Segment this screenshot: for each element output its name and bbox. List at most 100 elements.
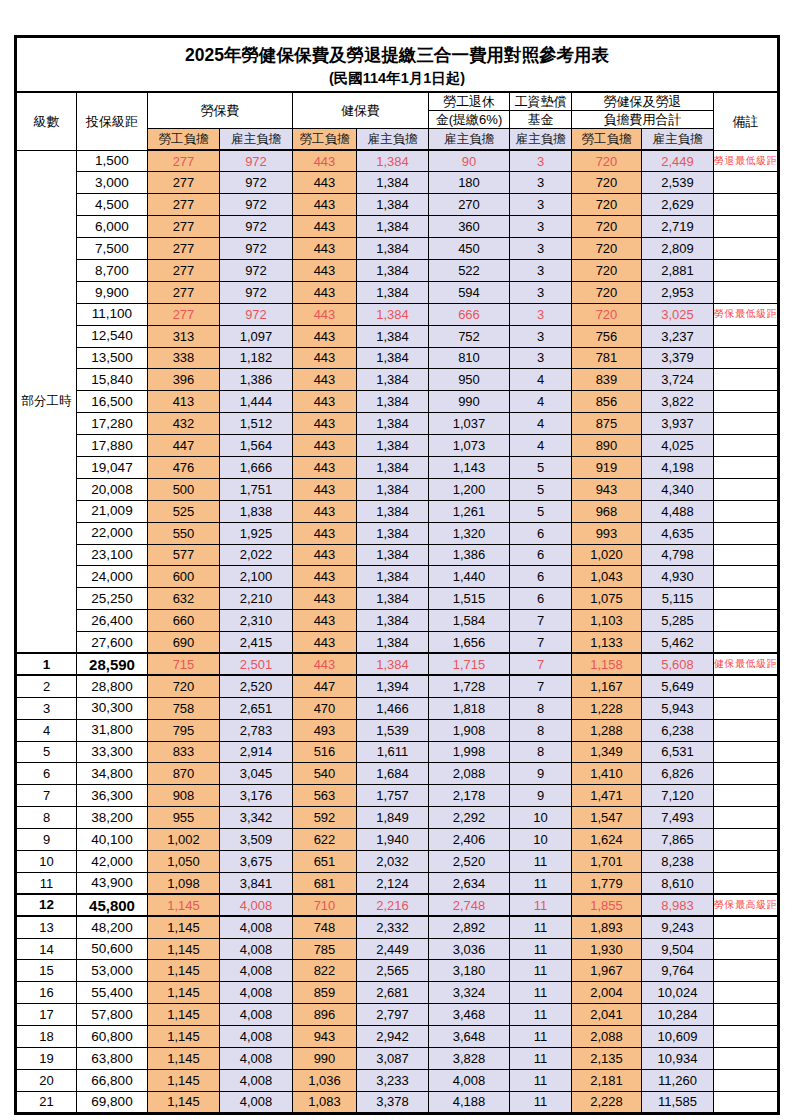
cell-bracket: 24,000 <box>77 566 148 588</box>
cell-remark <box>714 675 779 697</box>
cell-total-employer: 4,798 <box>642 544 714 566</box>
subheader-total-employer: 雇主負擔 <box>642 129 714 151</box>
cell-health-employer: 2,449 <box>357 938 429 960</box>
cell-health-employer: 1,611 <box>357 741 429 763</box>
cell-labor-employee: 1,002 <box>148 829 220 851</box>
cell-bracket: 28,800 <box>77 675 148 697</box>
cell-labor-employer: 2,520 <box>220 675 293 697</box>
cell-bracket: 21,009 <box>77 500 148 522</box>
cell-health-employee: 443 <box>293 194 357 216</box>
cell-remark <box>714 522 779 544</box>
cell-health-employer: 3,378 <box>357 1091 429 1113</box>
cell-health-employee: 443 <box>293 500 357 522</box>
cell-labor-employee: 277 <box>148 281 220 303</box>
cell-total-employer: 2,719 <box>642 216 714 238</box>
cell-labor-employee: 1,098 <box>148 872 220 894</box>
cell-wage-fund-employer: 3 <box>510 194 572 216</box>
cell-total-employee: 2,135 <box>572 1048 642 1070</box>
cell-wage-fund-employer: 7 <box>510 675 572 697</box>
cell-wage-fund-employer: 5 <box>510 500 572 522</box>
cell-labor-employee: 1,145 <box>148 938 220 960</box>
document-sheet: 2025年勞健保保費及勞退提繳三合一費用對照參考用表 (民國114年1月1日起)… <box>0 0 791 1120</box>
cell-health-employer: 2,942 <box>357 1026 429 1048</box>
cell-health-employer: 1,384 <box>357 544 429 566</box>
cell-wage-fund-employer: 7 <box>510 632 572 654</box>
cell-pension-employer: 1,200 <box>429 478 510 500</box>
table-row: 22,0005501,9254431,3841,32069934,635 <box>16 522 779 544</box>
cell-bracket: 42,000 <box>77 851 148 873</box>
cell-pension-employer: 1,386 <box>429 544 510 566</box>
cell-total-employer: 8,238 <box>642 851 714 873</box>
cell-total-employer: 7,493 <box>642 807 714 829</box>
cell-health-employee: 943 <box>293 1026 357 1048</box>
cell-labor-employee: 758 <box>148 697 220 719</box>
cell-total-employee: 968 <box>572 500 642 522</box>
table-row: 940,1001,0023,5096221,9402,406101,6247,8… <box>16 829 779 851</box>
cell-remark <box>714 566 779 588</box>
cell-labor-employer: 4,008 <box>220 916 293 938</box>
cell-pension-employer: 2,178 <box>429 785 510 807</box>
cell-bracket: 26,400 <box>77 610 148 632</box>
cell-labor-employee: 277 <box>148 303 220 325</box>
cell-pension-employer: 1,818 <box>429 697 510 719</box>
cell-labor-employer: 2,415 <box>220 632 293 654</box>
cell-level: 5 <box>16 741 77 763</box>
cell-pension-employer: 2,748 <box>429 894 510 916</box>
cell-bracket: 19,047 <box>77 456 148 478</box>
table-row: 25,2506322,2104431,3841,51561,0755,115 <box>16 588 779 610</box>
cell-total-employee: 1,471 <box>572 785 642 807</box>
cell-total-employee: 943 <box>572 478 642 500</box>
table-row: 128,5907152,5014431,3841,71571,1585,608健… <box>16 653 779 675</box>
cell-labor-employee: 1,145 <box>148 982 220 1004</box>
cell-pension-employer: 1,440 <box>429 566 510 588</box>
cell-labor-employer: 4,008 <box>220 1069 293 1091</box>
table-row: 13,5003381,1824431,38481037813,379 <box>16 347 779 369</box>
cell-labor-employee: 277 <box>148 259 220 281</box>
cell-total-employee: 756 <box>572 325 642 347</box>
premium-reference-table: 2025年勞健保保費及勞退提繳三合一費用對照參考用表 (民國114年1月1日起)… <box>14 35 780 1115</box>
cell-health-employer: 1,466 <box>357 697 429 719</box>
cell-health-employee: 443 <box>293 238 357 260</box>
cell-health-employee: 443 <box>293 303 357 325</box>
cell-remark <box>714 807 779 829</box>
col-header-pension-line2: 金(提繳6%) <box>429 111 510 129</box>
cell-health-employee: 443 <box>293 391 357 413</box>
cell-total-employer: 10,024 <box>642 982 714 1004</box>
cell-health-employer: 2,032 <box>357 851 429 873</box>
cell-bracket: 8,700 <box>77 259 148 281</box>
cell-remark: 勞保最高級距 <box>714 894 779 916</box>
table-row: 11,1002779724431,38466637203,025勞保最低級距 <box>16 303 779 325</box>
cell-labor-employer: 4,008 <box>220 1048 293 1070</box>
cell-total-employer: 6,531 <box>642 741 714 763</box>
col-header-remark: 備註 <box>714 92 779 150</box>
cell-labor-employee: 313 <box>148 325 220 347</box>
cell-level: 10 <box>16 851 77 873</box>
table-row: 20,0085001,7514431,3841,20059434,340 <box>16 478 779 500</box>
cell-labor-employer: 3,841 <box>220 872 293 894</box>
cell-total-employee: 2,228 <box>572 1091 642 1113</box>
table-row: 27,6006902,4154431,3841,65671,1335,462 <box>16 632 779 654</box>
cell-pension-employer: 1,728 <box>429 675 510 697</box>
page-subtitle: (民國114年1月1日起) <box>17 69 777 88</box>
col-header-wage-fund-line2: 基金 <box>510 111 572 129</box>
cell-labor-employer: 4,008 <box>220 982 293 1004</box>
cell-level: 14 <box>16 938 77 960</box>
cell-total-employer: 3,237 <box>642 325 714 347</box>
cell-remark: 勞退最低級距 <box>714 150 779 172</box>
cell-bracket: 53,000 <box>77 960 148 982</box>
cell-pension-employer: 3,828 <box>429 1048 510 1070</box>
cell-health-employee: 563 <box>293 785 357 807</box>
cell-health-employer: 1,384 <box>357 325 429 347</box>
cell-total-employer: 9,504 <box>642 938 714 960</box>
table-row: 1245,8001,1454,0087102,2162,748111,8558,… <box>16 894 779 916</box>
cell-labor-employee: 476 <box>148 456 220 478</box>
cell-wage-fund-employer: 6 <box>510 588 572 610</box>
cell-wage-fund-employer: 4 <box>510 391 572 413</box>
cell-health-employee: 592 <box>293 807 357 829</box>
cell-remark <box>714 916 779 938</box>
table-header: 2025年勞健保保費及勞退提繳三合一費用對照參考用表 (民國114年1月1日起)… <box>16 37 779 151</box>
cell-wage-fund-employer: 7 <box>510 610 572 632</box>
cell-wage-fund-employer: 11 <box>510 1026 572 1048</box>
cell-wage-fund-employer: 8 <box>510 741 572 763</box>
cell-labor-employer: 972 <box>220 150 293 172</box>
